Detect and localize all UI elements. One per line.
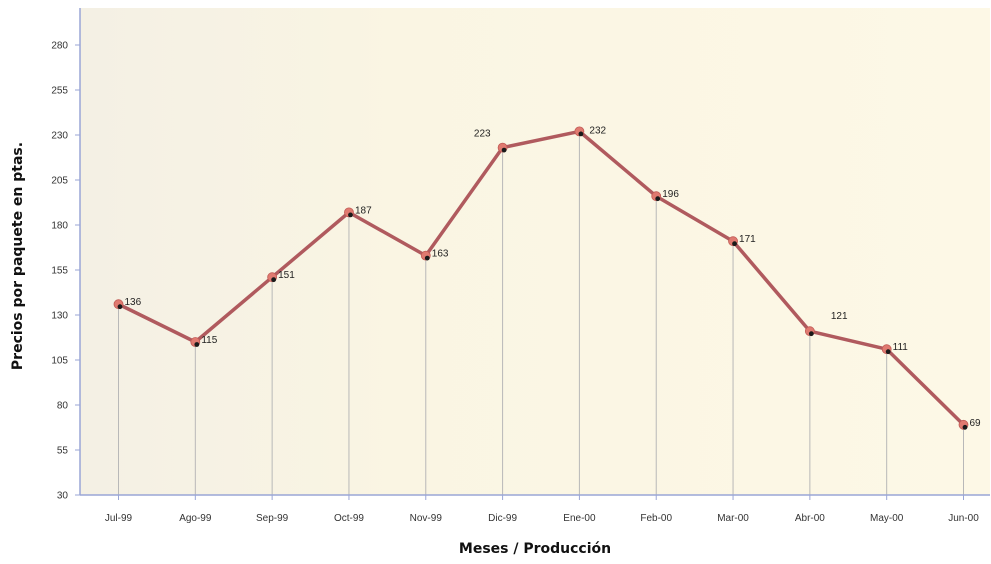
y-tick-label: 30 <box>57 491 69 502</box>
y-tick-label: 105 <box>51 356 68 367</box>
data-label: 69 <box>970 418 982 429</box>
data-point-shadow <box>655 196 661 202</box>
data-point-shadow <box>732 241 737 247</box>
data-label: 115 <box>201 335 217 346</box>
y-tick-label: 180 <box>51 221 68 232</box>
x-axis-title: Meses / Producción <box>459 541 611 557</box>
x-axis-ticks: Jul-99 Ago-99 Sep-99 Oct-99 Nov-99 Dic-99 Ene-… <box>105 495 979 524</box>
x-tick-label: Ago-99 <box>179 513 212 524</box>
data-label: 223 <box>474 129 491 140</box>
data-point-shadow <box>962 424 968 430</box>
x-tick-label: Mar-00 <box>717 513 749 524</box>
data-labels: 136 115 151 187 163 223 232 196 171 121 111 69 <box>125 125 982 428</box>
data-label: 121 <box>831 311 848 322</box>
data-point-shadow <box>271 277 277 283</box>
data-points <box>113 126 969 430</box>
x-tick-label: Ene-00 <box>563 513 596 524</box>
x-tick-label: Jun-00 <box>948 513 979 524</box>
y-tick-label: 55 <box>57 446 69 457</box>
x-tick-label: Jul-99 <box>105 513 133 524</box>
y-axis-ticks: 30 55 80 105 130 155 180 205 230 255 280 <box>51 41 80 502</box>
y-tick-label: 280 <box>51 41 68 52</box>
data-label: 171 <box>739 234 756 245</box>
data-point-shadow <box>885 349 891 355</box>
y-tick-label: 255 <box>51 86 68 97</box>
y-tick-label: 130 <box>51 311 68 322</box>
y-tick-label: 80 <box>57 401 69 412</box>
x-tick-label: Oct-99 <box>334 513 364 524</box>
data-label: 111 <box>893 342 909 353</box>
data-point-shadow <box>501 147 507 153</box>
data-point-shadow <box>424 255 430 261</box>
x-tick-label: May-00 <box>870 513 904 524</box>
plot-area <box>80 8 990 495</box>
data-point-shadow <box>578 131 584 137</box>
data-label: 196 <box>662 189 679 200</box>
y-axis-title: Precios por paquete en ptas. <box>10 142 26 370</box>
series-polyline <box>116 129 966 427</box>
x-tick-label: Dic-99 <box>488 513 517 524</box>
data-point-shadow <box>117 304 123 310</box>
series-line <box>116 129 966 427</box>
y-tick-label: 155 <box>51 266 68 277</box>
data-label: 136 <box>125 297 142 308</box>
data-point-shadow <box>808 331 814 337</box>
data-label: 151 <box>278 270 295 281</box>
x-tick-label: Feb-00 <box>640 513 672 524</box>
data-label: 232 <box>589 125 606 136</box>
data-label: 187 <box>355 205 372 216</box>
x-tick-label: Abr-00 <box>795 513 825 524</box>
x-tick-label: Nov-99 <box>410 513 443 524</box>
y-tick-label: 205 <box>51 176 68 187</box>
data-point-shadow <box>194 342 200 347</box>
y-tick-label: 230 <box>51 131 68 142</box>
drop-lines <box>118 131 964 495</box>
x-tick-label: Sep-99 <box>256 513 289 524</box>
data-label: 163 <box>432 249 449 260</box>
data-point-shadow <box>348 212 353 218</box>
